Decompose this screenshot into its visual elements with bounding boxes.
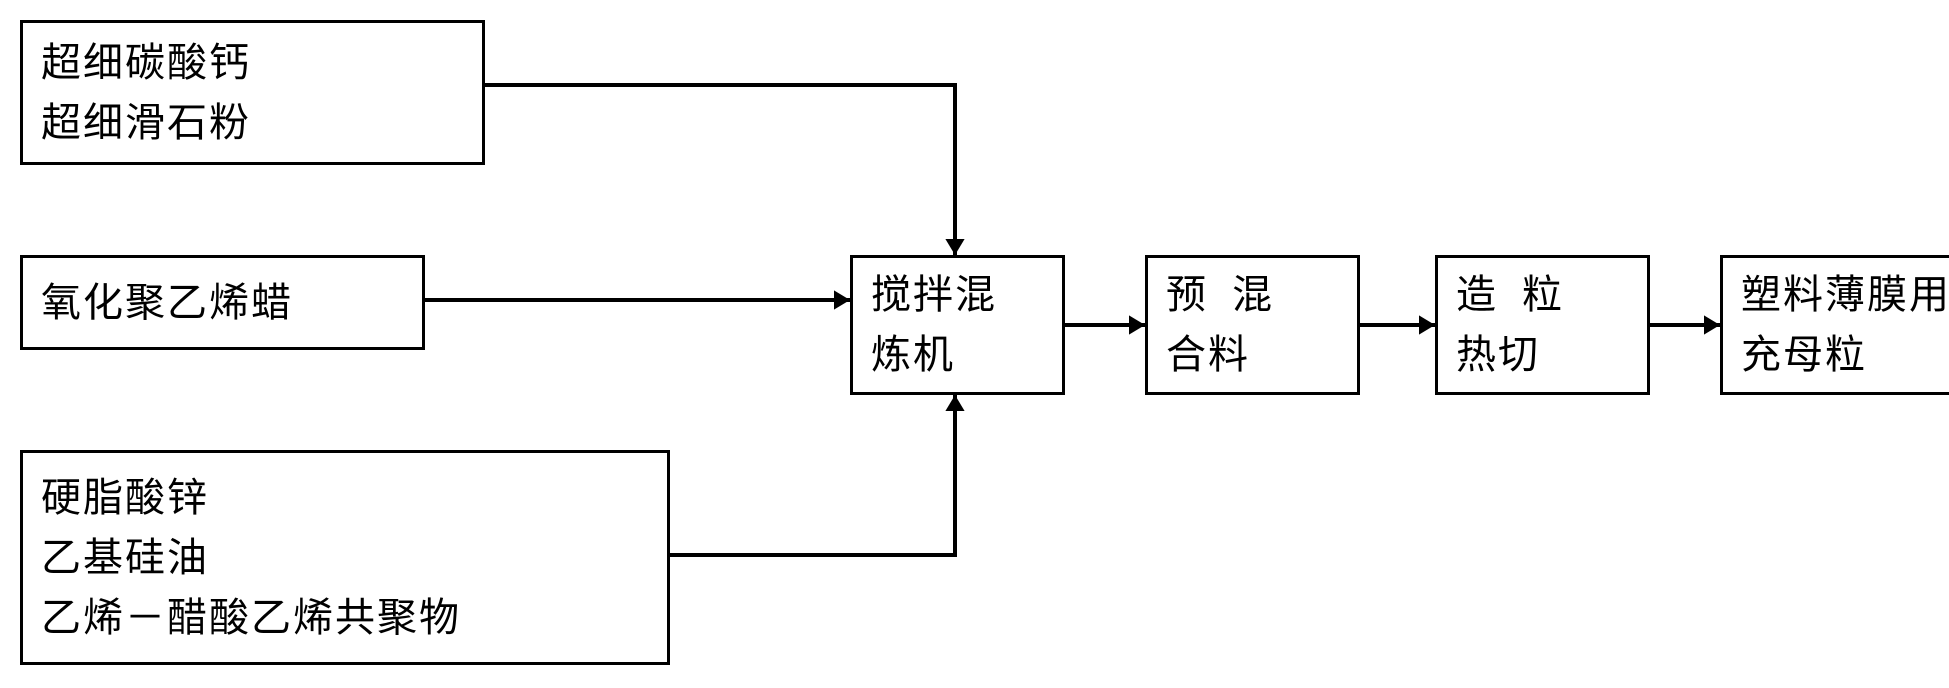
- output-box-masterbatch: 塑料薄膜用填 充母粒: [1720, 255, 1949, 395]
- input-box-wax: 氧化聚乙烯蜡: [20, 255, 425, 350]
- text-line: 乙基硅油: [41, 528, 649, 588]
- input-box-fillers: 超细碳酸钙 超细滑石粉: [20, 20, 485, 165]
- text-line: 充母粒: [1741, 325, 1949, 385]
- text-line: 合料: [1166, 325, 1339, 385]
- text-line: 氧化聚乙烯蜡: [41, 273, 404, 333]
- process-box-premix: 预 混 合料: [1145, 255, 1360, 395]
- text-line: 造 粒: [1456, 265, 1629, 325]
- text-line: 超细碳酸钙: [41, 33, 464, 93]
- process-box-mixer: 搅拌混 炼机: [850, 255, 1065, 395]
- input-box-additives: 硬脂酸锌 乙基硅油 乙烯－醋酸乙烯共聚物: [20, 450, 670, 665]
- text-line: 乙烯－醋酸乙烯共聚物: [41, 588, 649, 648]
- text-line: 塑料薄膜用填: [1741, 265, 1949, 325]
- text-line: 超细滑石粉: [41, 93, 464, 153]
- process-box-pellet: 造 粒 热切: [1435, 255, 1650, 395]
- text-line: 搅拌混: [871, 265, 1044, 325]
- text-line: 炼机: [871, 325, 1044, 385]
- text-line: 预 混: [1166, 265, 1339, 325]
- text-line: 硬脂酸锌: [41, 468, 649, 528]
- text-line: 热切: [1456, 325, 1629, 385]
